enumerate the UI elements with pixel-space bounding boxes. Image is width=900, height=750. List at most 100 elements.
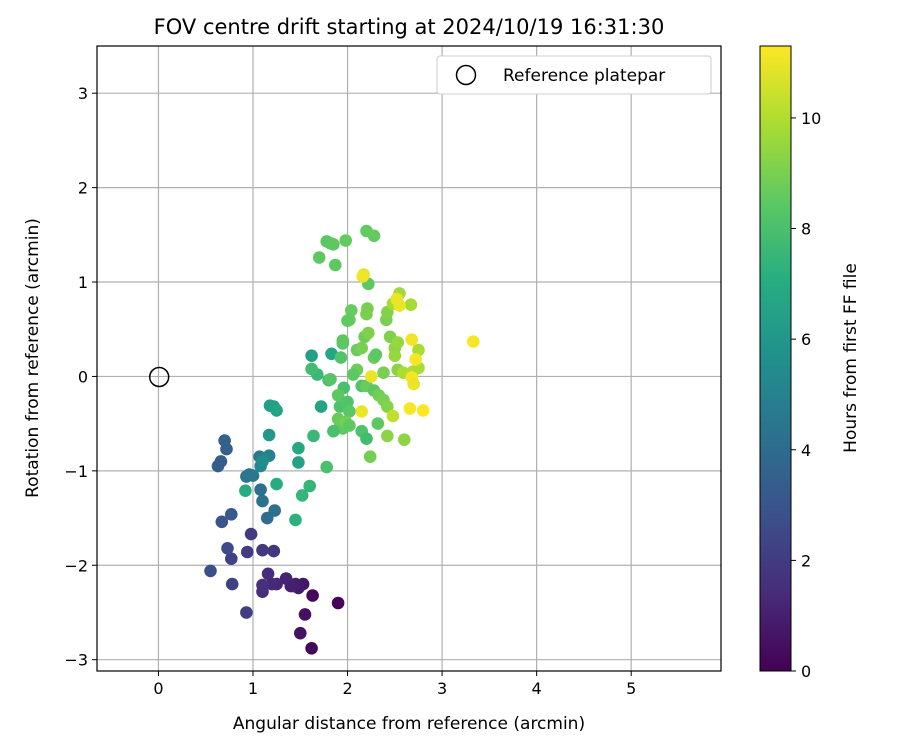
data-point xyxy=(241,545,254,559)
data-point xyxy=(327,424,340,438)
data-point xyxy=(362,326,375,340)
data-point xyxy=(386,409,400,423)
data-point xyxy=(369,348,383,362)
x-tick-label: 5 xyxy=(626,679,636,698)
y-tick-label: 0 xyxy=(78,367,88,386)
data-point xyxy=(254,483,267,497)
grid-lines xyxy=(97,46,721,671)
data-point xyxy=(391,336,405,349)
data-point xyxy=(268,504,282,517)
data-point xyxy=(355,341,369,355)
colorbar-tick-label: 2 xyxy=(801,551,811,570)
data-point xyxy=(221,542,234,555)
data-point xyxy=(306,589,319,602)
data-point xyxy=(334,351,348,364)
y-tick-label: −1 xyxy=(64,462,88,481)
colorbar-tick-label: 10 xyxy=(801,109,821,128)
data-point xyxy=(364,370,378,383)
y-tick-label: −2 xyxy=(64,556,88,575)
colorbar-tick-label: 8 xyxy=(801,220,811,239)
data-point xyxy=(292,456,305,469)
data-point xyxy=(246,469,260,482)
data-point xyxy=(331,596,345,610)
data-point xyxy=(329,258,342,272)
data-point xyxy=(367,229,381,243)
data-point xyxy=(262,428,276,442)
data-point xyxy=(220,442,233,456)
data-point xyxy=(346,368,360,381)
data-point xyxy=(409,353,422,366)
x-tick-label: 1 xyxy=(248,679,258,698)
data-point xyxy=(467,335,480,348)
data-point xyxy=(215,515,229,529)
x-tick-label: 2 xyxy=(342,679,352,698)
data-point xyxy=(305,642,318,655)
data-point xyxy=(294,626,307,640)
data-point xyxy=(295,489,309,502)
data-point xyxy=(204,564,217,578)
data-point xyxy=(339,234,353,247)
data-point xyxy=(270,404,283,417)
data-point xyxy=(214,455,228,468)
data-point xyxy=(256,494,269,508)
data-point xyxy=(256,543,269,557)
data-point xyxy=(343,419,356,432)
colorbar: 0 2 4 6 8 10 Hours from first FF file xyxy=(759,45,861,681)
data-point xyxy=(314,400,328,413)
data-point xyxy=(261,567,275,581)
data-point xyxy=(407,377,421,391)
data-point xyxy=(244,527,258,541)
data-point xyxy=(345,304,358,317)
data-point xyxy=(356,270,370,283)
data-point xyxy=(298,608,312,621)
colorbar-label: Hours from first FF file xyxy=(841,263,861,453)
reference-platepar-marker xyxy=(148,366,170,388)
y-axis-ticks: −3 −2 −1 0 1 2 3 xyxy=(64,84,97,670)
data-point xyxy=(336,334,350,347)
data-point xyxy=(256,455,269,468)
y-tick-label: 3 xyxy=(78,84,88,103)
scatter-points xyxy=(204,224,480,655)
data-point xyxy=(240,606,253,619)
data-point xyxy=(404,298,418,312)
data-point xyxy=(279,572,293,585)
x-axis-ticks: 0 1 2 3 4 5 xyxy=(153,671,636,698)
data-point xyxy=(405,333,419,346)
data-point xyxy=(343,405,356,418)
data-point xyxy=(341,395,354,409)
data-point xyxy=(289,513,302,527)
legend-box xyxy=(436,55,712,95)
data-point xyxy=(361,302,374,315)
chart-title: FOV centre drift starting at 2024/10/19 … xyxy=(154,15,665,39)
colorbar-tick-label: 0 xyxy=(801,662,811,681)
data-point xyxy=(305,362,318,376)
data-point xyxy=(305,349,318,363)
x-axis-label: Angular distance from reference (arcmin) xyxy=(233,714,585,734)
y-tick-label: −3 xyxy=(64,651,88,670)
data-point xyxy=(403,402,417,415)
colorbar-ticks: 0 2 4 6 8 10 xyxy=(791,109,821,681)
data-point xyxy=(371,417,385,430)
y-axis-label: Rotation from reference (arcmin) xyxy=(23,218,43,498)
data-point xyxy=(320,460,334,474)
colorbar-gradient xyxy=(759,45,792,672)
data-point xyxy=(303,479,317,493)
plot-frame xyxy=(96,45,722,672)
data-point xyxy=(381,400,394,413)
colorbar-tick-label: 6 xyxy=(801,330,811,349)
y-tick-label: 1 xyxy=(78,273,88,292)
data-point xyxy=(416,404,430,417)
x-tick-label: 0 xyxy=(153,679,163,698)
data-point xyxy=(388,349,402,363)
legend: Reference platepar xyxy=(436,55,712,95)
data-point xyxy=(267,544,281,558)
data-point xyxy=(225,508,238,521)
data-point xyxy=(292,441,305,455)
legend-reference-label: Reference platepar xyxy=(503,66,665,86)
data-point xyxy=(355,405,369,418)
data-point xyxy=(327,238,340,251)
data-point xyxy=(225,577,239,591)
data-point xyxy=(381,429,394,443)
y-tick-label: 2 xyxy=(78,179,88,198)
